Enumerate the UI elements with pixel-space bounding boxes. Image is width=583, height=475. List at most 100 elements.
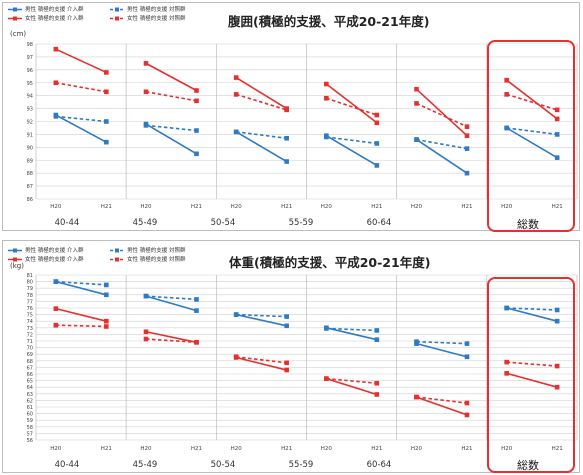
data-point-male_ctl (464, 341, 470, 346)
y-tick-label: 94 (27, 94, 33, 100)
y-tick-label: 89 (27, 158, 33, 164)
data-point-male_int (284, 323, 289, 329)
series-line-male_ctl (55, 115, 107, 123)
weight-legend: 男性 積極的支援 介入群 男性 積極的支援 対照群 女性 積極的支援 介入群 女… (8, 246, 258, 264)
series-line-female_ctl (55, 324, 107, 328)
data-point-male_ctl (194, 128, 199, 133)
series-line-female_int (325, 83, 378, 124)
group-label: 55-59 (288, 460, 314, 470)
data-point-male_int (414, 137, 419, 142)
data-point-female_int (464, 412, 470, 418)
total-group-label: 総数 (517, 459, 539, 472)
y-tick-label: 72 (27, 332, 33, 338)
y-tick-label: 71 (27, 339, 33, 345)
y-tick-label: 81 (27, 273, 33, 279)
series-line-female_int (326, 377, 378, 396)
series-line-female_ctl (506, 361, 558, 367)
series-line-female_ctl (235, 93, 287, 111)
series-line-male_int (55, 280, 107, 296)
data-point-female_ctl (504, 359, 509, 365)
y-tick-label: 97 (27, 55, 33, 61)
weight-unit-label: (kg) (10, 262, 24, 270)
legend-entry: 男性 積極的支援 介入群 (8, 246, 84, 254)
series-line-male_ctl (145, 124, 197, 132)
y-tick-label: 79 (27, 286, 33, 292)
data-point-female_int (104, 318, 109, 324)
data-point-female_int (194, 340, 199, 345)
data-point-male_ctl (194, 297, 199, 302)
data-point-male_int (374, 163, 380, 168)
y-tick-label: 93 (27, 107, 33, 113)
data-point-female_int (324, 81, 329, 87)
data-point-male_ctl (374, 328, 380, 333)
waist-unit-label: (cm) (10, 30, 27, 38)
y-tick-label: 80 (27, 280, 33, 286)
series-line-male_int (506, 127, 558, 159)
y-tick-label: 90 (27, 145, 33, 151)
data-point-female_ctl (284, 107, 289, 113)
series-line-male_int (235, 313, 287, 327)
data-point-male_int (104, 139, 109, 145)
x-tick-label: H20 (411, 446, 423, 452)
waist-chart-panel: 86 87 88 89 90 91 92 93 94 95 96 97 98 H20 H21 H20 H21 H2… (2, 2, 580, 232)
x-tick-label: H20 (50, 446, 62, 452)
data-point-female_int (233, 355, 239, 360)
y-tick-label: 61 (27, 405, 33, 411)
x-tick-label: H21 (371, 204, 382, 210)
x-tick-label: H20 (321, 204, 333, 210)
series-line-female_ctl (55, 81, 107, 93)
data-point-female_int (233, 75, 239, 80)
group-label: 50-54 (210, 460, 236, 470)
data-point-male_ctl (104, 282, 109, 288)
y-tick-label: 88 (27, 171, 33, 177)
y-tick-label: 57 (27, 431, 33, 437)
y-tick-label: 67 (27, 365, 33, 371)
data-point-female_int (143, 61, 149, 66)
x-tick-label: H20 (50, 204, 62, 210)
series-line-female_int (55, 48, 107, 74)
series-line-male_int (506, 307, 558, 322)
x-tick-label: H21 (371, 446, 382, 452)
data-point-male_ctl (374, 141, 380, 146)
data-point-female_ctl (464, 400, 470, 406)
legend-entry: 男性 積極的支援 介入群 (8, 5, 84, 13)
series-line-female_int (506, 372, 558, 388)
x-tick-label: H20 (140, 446, 152, 452)
x-tick-label: H21 (552, 446, 563, 452)
data-point-male_int (504, 125, 509, 131)
y-tick-label: 58 (27, 425, 33, 431)
data-point-male_ctl (104, 119, 109, 124)
data-point-male_int (464, 170, 470, 176)
y-tick-label: 62 (27, 398, 33, 404)
data-point-male_ctl (554, 132, 560, 137)
series-line-male_int (326, 327, 378, 341)
series-line-female_ctl (236, 356, 287, 364)
x-tick-label: H20 (231, 446, 243, 452)
series-line-female_int (145, 330, 197, 344)
y-tick-label: 86 (27, 197, 33, 203)
data-point-male_int (104, 292, 109, 298)
series-line-female_int (145, 62, 197, 92)
data-point-female_ctl (374, 380, 380, 386)
group-label: 60-64 (366, 460, 392, 470)
data-point-male_int (233, 129, 239, 135)
data-point-male_ctl (143, 293, 149, 299)
y-tick-label: 65 (27, 379, 33, 385)
group-label: 40-44 (54, 460, 80, 470)
x-tick-label: H21 (281, 204, 292, 210)
group-label: 50-54 (210, 218, 236, 228)
data-point-female_int (504, 77, 509, 83)
data-point-female_ctl (324, 95, 329, 101)
series-line-female_ctl (506, 93, 558, 111)
data-point-female_ctl (464, 124, 470, 129)
data-point-male_int (554, 155, 560, 160)
data-point-male_ctl (53, 279, 59, 284)
data-point-male_int (374, 337, 380, 342)
y-tick-label: 60 (27, 412, 33, 418)
data-point-male_ctl (414, 339, 419, 344)
series-line-female_int (416, 396, 468, 416)
group-label: 55-59 (288, 218, 314, 228)
x-tick-label: H21 (191, 446, 202, 452)
x-tick-label: H20 (501, 446, 513, 452)
data-point-female_int (53, 46, 59, 52)
